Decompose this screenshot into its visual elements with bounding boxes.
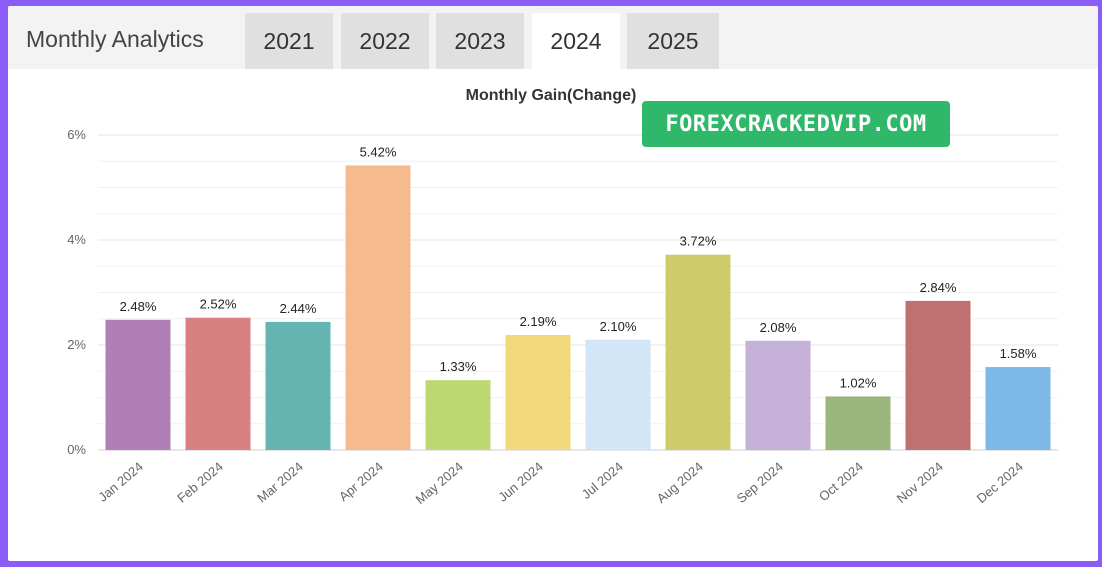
x-tick-label: May 2024 [413,459,466,507]
y-tick-label: 2% [67,337,86,352]
data-label: 1.02% [840,375,877,390]
x-tick-label: Feb 2024 [174,459,226,506]
bar-jul-2024[interactable] [585,339,651,450]
bar-may-2024[interactable] [425,380,491,450]
watermark-badge: FOREXCRACKEDVIP.COM [642,101,950,147]
tab-2023[interactable]: 2023 [436,13,524,69]
bar-jun-2024[interactable] [505,335,571,450]
bar-nov-2024[interactable] [905,300,971,450]
bar-jan-2024[interactable] [105,319,171,450]
x-tick-label: Aug 2024 [654,459,706,506]
y-tick-label: 6% [67,127,86,142]
panel-title: Monthly Analytics [26,26,204,52]
data-label: 2.19% [520,314,557,329]
x-tick-label: Jun 2024 [495,459,546,505]
tab-2021[interactable]: 2021 [245,13,333,69]
tab-2025[interactable]: 2025 [627,13,719,69]
x-tick-label: Jan 2024 [95,459,146,505]
x-tick-label: Nov 2024 [894,459,946,506]
header-bar: Monthly Analytics 2021 2022 2023 2024 20… [8,6,1098,69]
y-axis: 0% 2% 4% 6% [67,127,86,457]
data-label: 2.84% [920,280,957,295]
x-tick-label: Sep 2024 [734,459,786,506]
tab-2022[interactable]: 2022 [341,13,429,69]
data-label: 1.58% [1000,346,1037,361]
bar-dec-2024[interactable] [985,367,1051,450]
data-label: 2.52% [200,297,237,312]
data-label: 1.33% [440,359,477,374]
analytics-panel: Monthly Analytics 2021 2022 2023 2024 20… [8,6,1098,561]
bar-aug-2024[interactable] [665,254,731,450]
x-axis: Jan 2024 Feb 2024 Mar 2024 Apr 2024 May 2024… [95,459,1026,507]
bars: 2.48% 2.52% 2.44% 5.42% 1.33% 2.19% 2.10% 3.72%… [105,144,1051,450]
bar-feb-2024[interactable] [185,317,251,450]
data-label: 3.72% [680,234,717,249]
x-tick-label: Mar 2024 [254,459,306,506]
data-label: 2.44% [280,301,317,316]
data-label: 2.08% [760,320,797,335]
chart-title: Monthly Gain(Change) [466,87,637,104]
x-tick-label: Jul 2024 [579,459,626,502]
data-label: 5.42% [360,144,397,159]
x-tick-label: Oct 2024 [816,459,866,504]
bar-oct-2024[interactable] [825,396,891,450]
bar-apr-2024[interactable] [345,165,411,450]
y-tick-label: 4% [67,232,86,247]
chart-grid [98,134,1058,451]
x-tick-label: Apr 2024 [336,459,386,504]
bar-sep-2024[interactable] [745,340,811,450]
bar-mar-2024[interactable] [265,321,331,450]
data-label: 2.48% [120,299,157,314]
y-tick-label: 0% [67,442,86,457]
tab-2024[interactable]: 2024 [532,13,620,69]
data-label: 2.10% [600,319,637,334]
x-tick-label: Dec 2024 [974,459,1026,506]
